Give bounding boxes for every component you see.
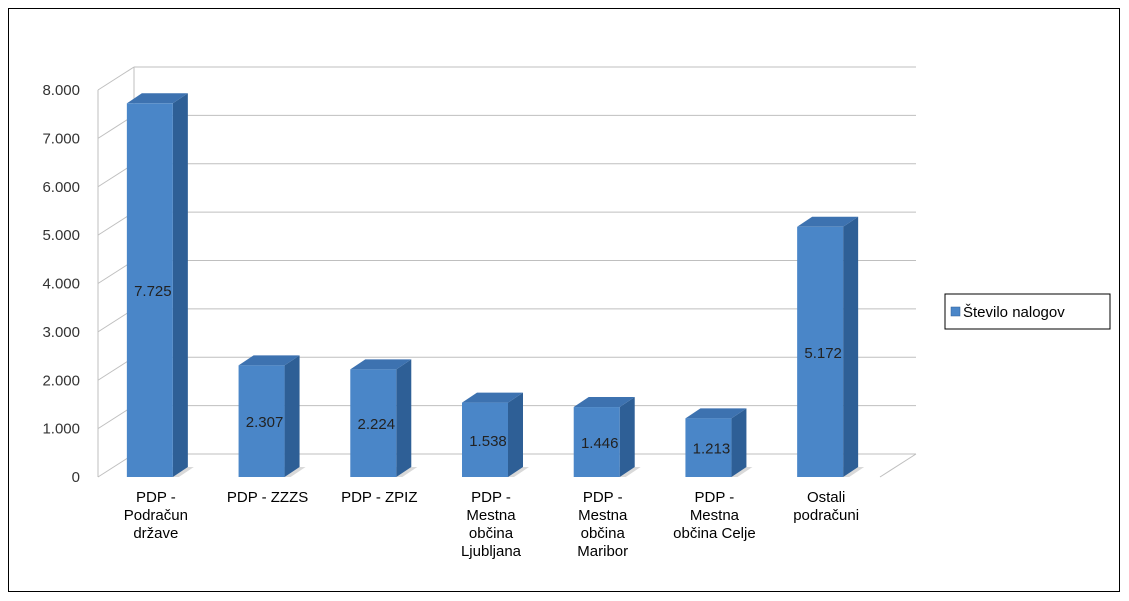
bar-group: 2.224	[350, 359, 418, 477]
bar-top	[238, 355, 300, 366]
data-label: 2.224	[358, 416, 396, 433]
bar-group: 2.307	[238, 355, 306, 477]
bar-group: 5.172	[797, 216, 865, 477]
legend: Število nalogov	[944, 293, 1111, 330]
floor-edge	[879, 453, 917, 478]
bars-layer: 7.725 2.307 2.224 1.538 1.446 1.213 5.172	[126, 93, 865, 477]
bar	[238, 365, 285, 477]
bar-side	[172, 93, 188, 477]
category-label: PDP -Mestna občina Ljubljana	[461, 489, 522, 560]
data-label: 5.172	[804, 345, 842, 362]
bar	[462, 402, 508, 477]
legend-box	[944, 293, 1111, 330]
y-tick-label: 2.000	[42, 372, 80, 389]
category-label: PDP - ZZZS	[227, 489, 308, 506]
bar-top	[573, 397, 635, 408]
bar-top	[797, 216, 859, 227]
y-tick-label: 1.000	[42, 421, 80, 438]
category-label: PDP -Mestna občina Maribor	[577, 489, 628, 560]
y-tick-label: 4.000	[42, 276, 80, 293]
data-label: 1.538	[469, 433, 507, 450]
bar-side	[843, 216, 859, 477]
chart-frame	[8, 8, 1120, 592]
category-label: PDP -Mestna občina Celje	[673, 489, 756, 542]
bar	[797, 226, 844, 477]
bar	[126, 103, 173, 477]
legend-label: Število nalogov	[963, 304, 1065, 321]
bar-top	[462, 392, 523, 403]
bar-side	[508, 392, 523, 477]
bar-top	[685, 408, 747, 419]
y-tick-label: 3.000	[42, 324, 80, 341]
bar-side	[731, 408, 747, 477]
y-tick-label: 8.000	[42, 82, 80, 99]
bar-group: 1.446	[573, 397, 641, 477]
y-axis-ticks: 0 1.000 2.000 3.000 4.000 5.000 6.000 7.000 8.00…	[42, 82, 80, 486]
gridline-diagonal	[97, 66, 135, 91]
category-label: PDP - ZPIZ	[341, 489, 417, 506]
bar-top	[350, 359, 412, 370]
bar-group: 7.725	[126, 93, 194, 477]
legend-swatch	[950, 306, 961, 317]
bar	[685, 418, 732, 477]
data-label: 1.446	[581, 435, 619, 452]
y-tick-label: 6.000	[42, 179, 80, 196]
data-label: 1.213	[693, 441, 731, 458]
y-tick-label: 5.000	[42, 227, 80, 244]
bar-side	[396, 359, 412, 477]
x-axis-categories: PDP -Podračun države PDP - ZZZS PDP - ZPIZ P…	[124, 489, 859, 560]
bar-side	[284, 355, 300, 477]
category-label: Ostali podračuni	[793, 489, 859, 524]
bar	[350, 369, 397, 477]
y-tick-label: 0	[72, 469, 80, 486]
bar	[573, 407, 620, 477]
data-label: 7.725	[134, 283, 172, 300]
y-tick-label: 7.000	[42, 130, 80, 147]
data-label: 2.307	[246, 414, 284, 431]
bar-group: 1.213	[685, 408, 753, 477]
category-label: PDP -Podračun države	[124, 489, 188, 542]
bar-top	[126, 93, 188, 104]
bar-side	[619, 397, 635, 477]
bar-group: 1.538	[462, 392, 529, 477]
